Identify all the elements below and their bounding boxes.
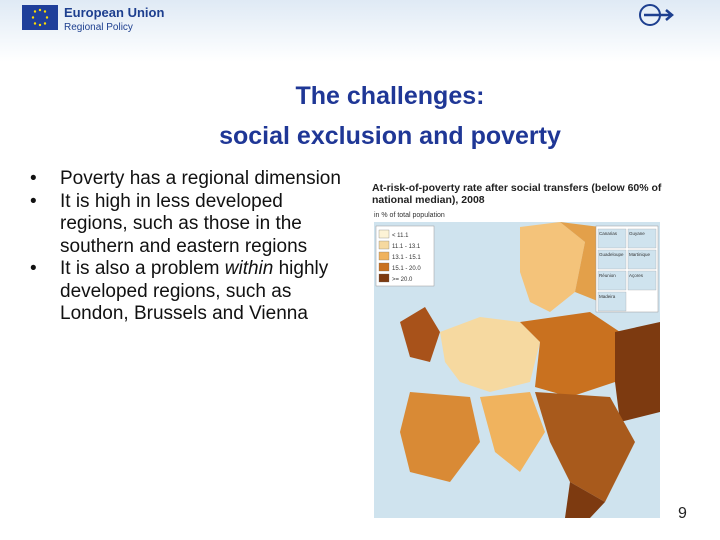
emphasis: within (224, 258, 274, 279)
inset-label: Réunion (599, 273, 616, 278)
title: The challenges: social exclusion and pov… (60, 76, 660, 156)
inset-box (627, 249, 657, 270)
bullet-text: It is high in less developed regions, su… (60, 190, 308, 257)
legend-label: < 11.1 (392, 233, 409, 239)
bullet-text: highly developed regions, such as London… (60, 258, 329, 324)
legend-label: 11.1 - 13.1 (392, 244, 421, 250)
map-insets: Canarias Guyane Guadeloupe Martinique Réunio… (595, 225, 659, 313)
bullet-text: It is also a problem (60, 258, 225, 279)
header: European Union Regional Policy (0, 0, 720, 62)
bullet: Poverty has a regional dimension (30, 168, 350, 191)
map-land (400, 222, 660, 518)
legend-swatch (378, 273, 390, 283)
inset-label: Guyane (629, 231, 645, 236)
inset-label: Canarias (599, 231, 618, 236)
eu-flag (22, 5, 58, 30)
inset-box (597, 228, 627, 249)
page-number: 9 (678, 505, 687, 522)
title-line: The challenges: (295, 82, 485, 110)
legend-swatch (378, 240, 390, 250)
bullet-text: Poverty has a regional dimension (60, 168, 341, 189)
bullet: It is also a problem within highly devel… (30, 258, 350, 326)
logo (639, 4, 674, 26)
inset-box (597, 249, 627, 270)
legend-label: >= 20.0 (392, 277, 413, 283)
inset-label: Guadeloupe (599, 252, 624, 257)
legend-swatch (378, 262, 390, 272)
inset-label: Martinique (629, 252, 651, 257)
map-figure: At-risk-of-poverty rate after social tra… (370, 182, 666, 522)
inset-box (597, 291, 627, 312)
bullet: It is high in less developed regions, su… (30, 191, 350, 259)
inset-label: Madeira (599, 294, 616, 299)
legend-swatch (378, 229, 390, 239)
map-title: At-risk-of-poverty rate after social tra… (372, 182, 662, 206)
legend-label: 13.1 - 15.1 (392, 255, 421, 261)
legend-label: 15.1 - 20.0 (392, 266, 421, 272)
legend-swatch (378, 251, 390, 261)
map-legend: < 11.1 11.1 - 13.1 13.1 - 15.1 15.1 - 20.0 >… (375, 225, 435, 287)
inset-box (627, 228, 657, 249)
subbrand: Regional Policy (64, 22, 133, 33)
inset-box (597, 270, 627, 291)
bullet-list: Poverty has a regional dimension It is h… (30, 168, 350, 326)
map-subtitle: in % of total population (374, 212, 445, 219)
brand: European Union (64, 5, 165, 20)
inset-label: Açores (629, 273, 644, 278)
title-line: social exclusion and poverty (219, 122, 561, 150)
inset-box (627, 270, 657, 291)
